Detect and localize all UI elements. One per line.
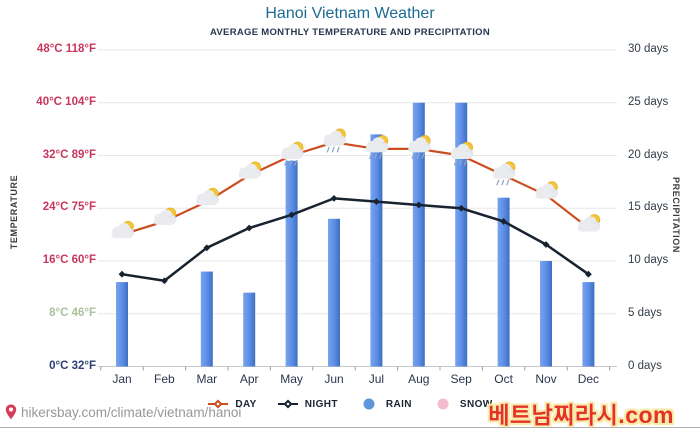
location-pin-icon	[5, 404, 17, 420]
rain-bar-dec	[582, 282, 595, 367]
month-label-sep: Sep	[450, 372, 472, 386]
sun-cloud-icon	[577, 214, 601, 232]
temp-tick-label: 24°C 75°F	[42, 201, 96, 214]
legend-marker-rain	[363, 398, 375, 410]
legend-label-snow: SNOW	[459, 398, 493, 410]
rain-bar-oct	[497, 197, 510, 367]
chart-subtitle: AVERAGE MONTHLY TEMPERATURE AND PRECIPIT…	[209, 27, 491, 38]
rain-bar-jan	[116, 282, 128, 367]
month-label-oct: Oct	[494, 372, 513, 386]
legend-marker-night	[277, 399, 298, 409]
precip-tick-label: 25 days	[628, 95, 669, 108]
rain-bar-aug	[412, 102, 425, 367]
page-title: Hanoi Vietnam Weather	[265, 5, 435, 22]
precip-tick-label: 30 days	[628, 43, 669, 55]
month-label-jul: Jul	[368, 372, 385, 386]
sun-cloud-icon	[238, 161, 262, 179]
night-point-marker	[118, 270, 126, 278]
temp-tick-label: 32°C 89°F	[42, 148, 96, 161]
rain-bar-jun	[328, 218, 340, 367]
month-label-mar: Mar	[196, 372, 218, 386]
month-label-jan: Jan	[112, 372, 132, 386]
rain-bar-jul	[370, 134, 383, 367]
month-label-may: May	[280, 372, 303, 386]
temp-tick-label: 48°C 118°F	[36, 43, 96, 55]
month-label-nov: Nov	[535, 372, 557, 386]
legend-marker-day	[208, 399, 229, 409]
window-bottom-edge	[0, 427, 700, 428]
night-point-marker	[161, 277, 168, 285]
sun-cloud-rain-icon	[408, 135, 431, 160]
source-url[interactable]: hikersbay.com/climate/vietnam/hanoi	[21, 404, 242, 420]
rain-bar-nov	[540, 261, 552, 367]
precip-tick-label: 10 days	[628, 254, 669, 266]
sun-cloud-icon	[196, 187, 219, 206]
source-link-row: hikersbay.com/climate/vietnam/hanoi	[5, 404, 241, 420]
night-temperature-line	[120, 197, 590, 283]
sun-cloud-rain-icon	[323, 128, 346, 153]
sun-cloud-icon	[111, 220, 134, 239]
legend-label-day: DAY	[235, 398, 257, 410]
legend-item-rain[interactable]: RAIN	[358, 398, 412, 410]
night-point-marker	[245, 224, 253, 232]
night-point-marker	[457, 204, 465, 212]
day-temperature-line	[120, 141, 590, 236]
month-label-apr: Apr	[239, 372, 259, 386]
chart-legend: DAY NIGHT RAIN SNOW	[0, 398, 700, 410]
month-label-feb: Feb	[154, 372, 175, 386]
night-point-marker	[330, 194, 338, 202]
night-point-marker	[415, 201, 423, 209]
night-point-marker	[542, 241, 550, 248]
sun-cloud-rain-icon	[493, 161, 516, 186]
watermark-text: 베트남찌라시.com	[488, 402, 674, 428]
rain-bar-apr	[243, 292, 256, 367]
legend-marker-snow	[437, 398, 449, 410]
legend-label-night: NIGHT	[304, 398, 338, 410]
sun-cloud-icon	[153, 207, 177, 225]
night-point-marker	[373, 198, 380, 206]
rain-bar-may	[285, 160, 298, 367]
temp-tick-label: 40°C 104°F	[36, 95, 96, 108]
night-point-marker	[288, 211, 295, 219]
rain-bar-sep	[455, 102, 468, 367]
precip-tick-label: 0 days	[628, 359, 662, 372]
temp-tick-label: 8°C 46°F	[49, 306, 96, 319]
rain-bar-mar	[200, 271, 213, 367]
legend-item-snow[interactable]: SNOW	[432, 398, 493, 410]
month-label-jun: Jun	[324, 372, 344, 386]
night-point-marker	[203, 244, 211, 252]
legend-item-day[interactable]: DAY	[207, 398, 256, 410]
precip-tick-label: 20 days	[628, 148, 669, 161]
night-point-marker	[500, 218, 507, 225]
legend-item-night[interactable]: NIGHT	[277, 398, 338, 410]
precip-tick-label: 15 days	[628, 201, 669, 214]
month-label-aug: Aug	[408, 372, 430, 386]
sun-cloud-rain-icon	[281, 141, 304, 166]
temp-tick-label: 0°C 32°F	[49, 359, 96, 372]
sun-cloud-rain-icon	[365, 135, 389, 160]
sun-cloud-icon	[535, 181, 558, 199]
legend-label-rain: RAIN	[385, 398, 412, 410]
precip-tick-label: 5 days	[628, 306, 662, 319]
temp-tick-label: 16°C 60°F	[42, 254, 96, 266]
month-label-dec: Dec	[577, 372, 600, 386]
night-point-marker	[585, 270, 592, 278]
sun-cloud-rain-icon	[450, 141, 474, 166]
